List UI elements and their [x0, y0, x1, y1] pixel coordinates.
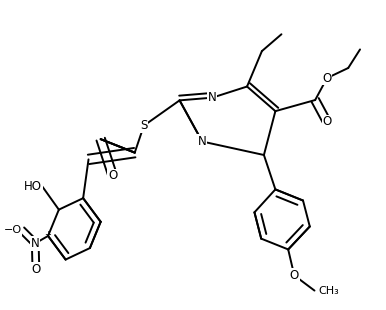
- Text: O: O: [31, 263, 41, 276]
- Text: O: O: [108, 169, 117, 182]
- Text: CH₃: CH₃: [318, 286, 339, 295]
- Text: O: O: [290, 269, 299, 282]
- Text: −O: −O: [3, 225, 22, 235]
- Text: N: N: [208, 91, 217, 104]
- Text: S: S: [140, 119, 147, 132]
- Text: O: O: [322, 72, 332, 85]
- Text: N: N: [31, 237, 40, 250]
- Text: +: +: [44, 230, 51, 239]
- Text: O: O: [322, 115, 332, 128]
- Text: HO: HO: [24, 179, 42, 193]
- Text: N: N: [198, 135, 207, 148]
